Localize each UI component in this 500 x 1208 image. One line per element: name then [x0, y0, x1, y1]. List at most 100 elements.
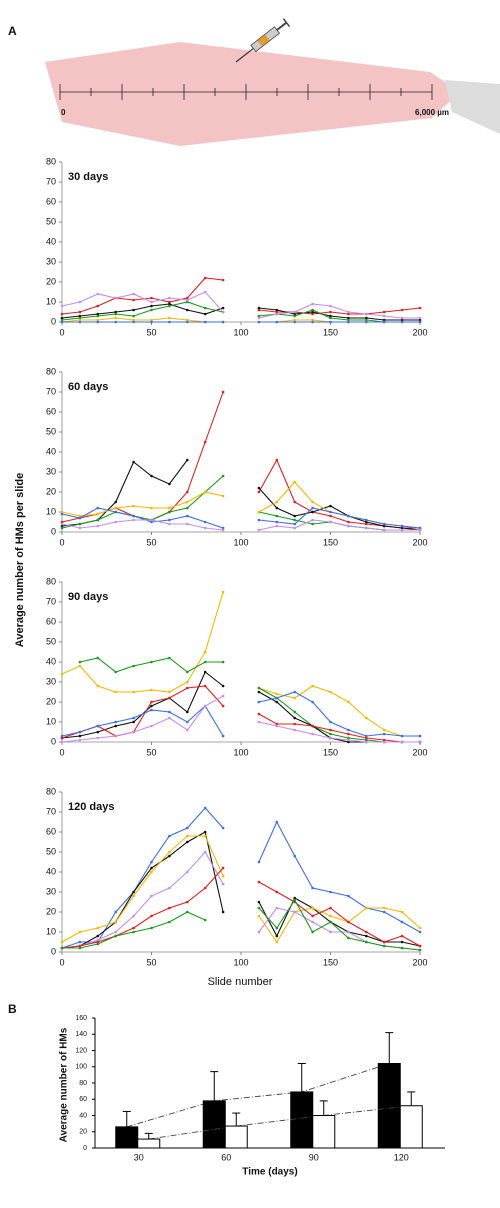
point [168, 523, 171, 526]
point [329, 915, 332, 918]
point [276, 501, 279, 504]
point [401, 529, 404, 532]
point [293, 321, 296, 324]
point [168, 855, 171, 858]
point [186, 491, 189, 494]
point [276, 821, 279, 824]
point [97, 321, 100, 324]
point [365, 313, 368, 316]
point [329, 691, 332, 694]
point [311, 915, 314, 918]
point [186, 901, 189, 904]
point [132, 519, 135, 522]
series-line [62, 692, 420, 736]
point [204, 313, 207, 316]
point [168, 835, 171, 838]
point [186, 827, 189, 830]
y-tick-label: 70 [46, 806, 56, 816]
point [311, 321, 314, 324]
point [293, 315, 296, 318]
point [365, 735, 368, 738]
point [258, 861, 261, 864]
point [276, 701, 279, 704]
point [114, 935, 117, 938]
point [168, 697, 171, 700]
point [132, 515, 135, 518]
point [276, 321, 279, 324]
point [311, 501, 314, 504]
point [311, 701, 314, 704]
trend-line [127, 1064, 390, 1127]
point [258, 487, 261, 490]
y-tick-label: 60 [46, 616, 56, 626]
point [258, 881, 261, 884]
point [311, 309, 314, 312]
bar [138, 1139, 160, 1148]
point [329, 505, 332, 508]
point [293, 527, 296, 530]
x-tick-label: 120 [394, 1152, 409, 1162]
point [347, 931, 350, 934]
point [204, 831, 207, 834]
point [186, 835, 189, 838]
point [365, 527, 368, 530]
point [114, 691, 117, 694]
y-tick-label: 40 [46, 656, 56, 666]
point [186, 681, 189, 684]
point [204, 685, 207, 688]
point [132, 691, 135, 694]
point [132, 721, 135, 724]
point [276, 521, 279, 524]
point [168, 851, 171, 854]
x-tick-label: 50 [146, 957, 156, 967]
point [150, 895, 153, 898]
y-tick-label: 0 [51, 946, 56, 956]
point [222, 307, 225, 310]
point [222, 685, 225, 688]
point [383, 941, 386, 944]
point [186, 841, 189, 844]
point [329, 515, 332, 518]
point [401, 941, 404, 944]
point [365, 741, 368, 744]
point [168, 305, 171, 308]
point [186, 871, 189, 874]
point [258, 691, 261, 694]
point [419, 945, 422, 948]
point [204, 441, 207, 444]
point [293, 723, 296, 726]
point [311, 519, 314, 522]
y-tick-label: 80 [46, 366, 56, 376]
y-tick-label: 10 [46, 506, 56, 516]
point [276, 725, 279, 728]
point [276, 525, 279, 528]
y-tick-label: 10 [46, 926, 56, 936]
point [150, 701, 153, 704]
point [97, 685, 100, 688]
point [419, 321, 422, 324]
point [222, 867, 225, 870]
y-tick-label: 160 [75, 1015, 87, 1022]
x-tick-label: 50 [146, 747, 156, 757]
y-tick-label: 0 [51, 736, 56, 746]
point [311, 685, 314, 688]
point [132, 717, 135, 720]
point [222, 321, 225, 324]
y-tick-label: 30 [46, 256, 56, 266]
point [79, 523, 82, 526]
point [293, 711, 296, 714]
point [61, 305, 64, 308]
point [97, 935, 100, 938]
panel-label: A [8, 24, 17, 38]
point [222, 591, 225, 594]
point [365, 935, 368, 938]
point [276, 891, 279, 894]
point [97, 519, 100, 522]
point [186, 507, 189, 510]
point [401, 911, 404, 914]
point [150, 519, 153, 522]
point [258, 491, 261, 494]
point [132, 309, 135, 312]
y-tick-label: 80 [46, 156, 56, 166]
point [293, 523, 296, 526]
